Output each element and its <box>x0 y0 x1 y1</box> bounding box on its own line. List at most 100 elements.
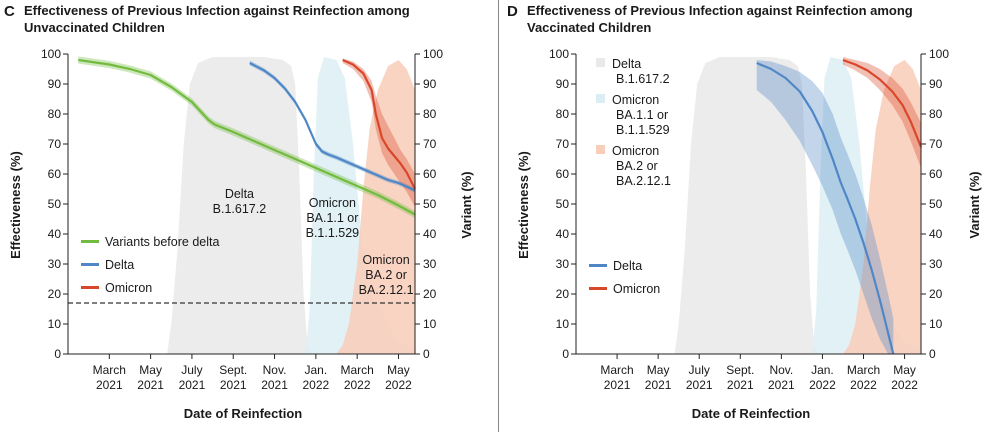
y-tick-label: 30 <box>48 257 62 271</box>
x-tick-label-year: 2022 <box>891 378 918 392</box>
y-tick-label: 100 <box>41 47 61 61</box>
area-legend-swatch <box>596 94 605 103</box>
y-tick-label: 20 <box>556 287 570 301</box>
x-tick-label-month: Sept. <box>726 363 754 377</box>
y2-tick-label: 90 <box>929 77 943 91</box>
area-legend-label: Omicron <box>612 144 659 158</box>
y-axis-title: Effectiveness (%) <box>8 151 23 259</box>
y-tick-label: 50 <box>48 197 62 211</box>
y2-axis-title: Variant (%) <box>459 171 474 238</box>
x-tick-label-year: 2021 <box>261 378 288 392</box>
y-tick-label: 90 <box>556 77 570 91</box>
legend: Variants before delta Delta Omicron <box>81 235 219 295</box>
y-tick-label: 0 <box>54 347 61 361</box>
y2-tick-label: 30 <box>423 257 437 271</box>
y2-tick-label: 70 <box>929 137 943 151</box>
x-tick-label-month: Nov. <box>263 363 287 377</box>
y-tick-label: 80 <box>556 107 570 121</box>
x-tick-label-month: May <box>647 363 670 377</box>
panel-title-line-2: Unvaccinated Children <box>24 20 165 35</box>
y2-tick-label: 100 <box>929 47 949 61</box>
area-legend-swatch <box>596 145 605 154</box>
area-legend-label: BA.2 or <box>616 159 658 173</box>
panel-title-line-2: Vaccinated Children <box>527 20 651 35</box>
x-tick-label-year: 2021 <box>604 378 631 392</box>
y-tick-label: 30 <box>556 257 570 271</box>
y-axis-title: Effectiveness (%) <box>516 151 531 259</box>
legend-label-delta: Delta <box>105 258 134 272</box>
axes: 0 0 10 10 20 20 30 30 40 40 50 50 60 60 70 70 80 80 90 90 10… <box>549 47 949 392</box>
x-tick-label-year: 2021 <box>727 378 754 392</box>
variant-area-omicron-ba-2-or-ba-2-12-1 <box>336 60 415 354</box>
y2-tick-label: 50 <box>423 197 437 211</box>
x-tick-label-month: July <box>689 363 710 377</box>
legend-label-omicron: Omicron <box>105 281 152 295</box>
panel-d: D Effectiveness of Previous Infection ag… <box>507 3 982 421</box>
y-tick-label: 100 <box>549 47 569 61</box>
y2-tick-label: 30 <box>929 257 943 271</box>
y-tick-label: 10 <box>556 317 570 331</box>
series-line-delta <box>249 62 416 192</box>
x-tick-label-month: Jan. <box>305 363 328 377</box>
y2-tick-label: 80 <box>423 107 437 121</box>
x-tick-label-month: July <box>181 363 202 377</box>
x-tick-label-month: March <box>600 363 633 377</box>
y2-tick-label: 40 <box>929 227 943 241</box>
x-tick-label-year: 2021 <box>137 378 164 392</box>
x-tick-label-month: May <box>893 363 916 377</box>
y-tick-label: 60 <box>556 167 570 181</box>
y-tick-label: 60 <box>48 167 62 181</box>
x-tick-label-year: 2022 <box>303 378 330 392</box>
legend-label-delta: Delta <box>613 259 642 273</box>
y2-tick-label: 80 <box>929 107 943 121</box>
axes: 0 0 10 10 20 20 30 30 40 40 50 50 60 60 70 70 80 80 90 90 10… <box>41 47 443 392</box>
variant-area-omicron-ba-1-1-or-b-1-1-529 <box>812 57 921 354</box>
area-legend-label: BA.1.1 or <box>616 108 668 122</box>
area-legend-swatch <box>596 58 605 67</box>
variant-annotation-text: BA.2 or <box>365 268 407 282</box>
x-tick-label-year: 2021 <box>768 378 795 392</box>
x-tick-label-month: March <box>340 363 373 377</box>
area-legend-label: B.1.617.2 <box>616 72 670 86</box>
x-tick-label-year: 2022 <box>344 378 371 392</box>
y-tick-label: 90 <box>48 77 62 91</box>
area-legend-label: B.1.1.529 <box>616 123 670 137</box>
variant-area-omicron-ba-1-1-or-b-1-1-529 <box>305 57 415 354</box>
variant-annotation-text: B.1.1.529 <box>306 226 360 240</box>
y2-tick-label: 60 <box>929 167 943 181</box>
series-line-delta <box>756 61 895 355</box>
variant-areas <box>167 57 415 354</box>
area-legend-label: Omicron <box>612 93 659 107</box>
x-tick-label-month: March <box>93 363 126 377</box>
panel-letter: D <box>507 3 518 20</box>
y2-tick-label: 90 <box>423 77 437 91</box>
x-axis-title: Date of Reinfection <box>184 406 303 421</box>
panel-title-line-1: Effectiveness of Previous Infection agai… <box>24 3 410 18</box>
x-tick-label-month: May <box>139 363 162 377</box>
series-lines <box>78 58 416 216</box>
x-tick-label-month: March <box>847 363 880 377</box>
x-tick-label-year: 2021 <box>96 378 123 392</box>
panel-title-line-1: Effectiveness of Previous Infection agai… <box>527 3 913 18</box>
y2-tick-label: 0 <box>423 347 430 361</box>
y2-tick-label: 0 <box>929 347 936 361</box>
y2-tick-label: 100 <box>423 47 443 61</box>
series-lines <box>756 58 923 355</box>
y2-axis-title: Variant (%) <box>967 171 982 238</box>
series-line-omicron <box>842 58 923 148</box>
y2-tick-label: 70 <box>423 137 437 151</box>
x-tick-label-month: Sept. <box>219 363 247 377</box>
variant-area-delta <box>167 57 312 354</box>
variant-annotation-text: BA.2.12.1 <box>359 283 414 297</box>
x-tick-label-month: May <box>387 363 410 377</box>
variant-annotation-text: BA.1.1 or <box>306 211 358 225</box>
variant-annotation-text: Delta <box>225 187 254 201</box>
y2-tick-label: 20 <box>423 287 437 301</box>
variant-areas <box>674 57 921 354</box>
y-tick-label: 40 <box>48 227 62 241</box>
y-tick-label: 10 <box>48 317 62 331</box>
panel-letter: C <box>4 3 15 20</box>
